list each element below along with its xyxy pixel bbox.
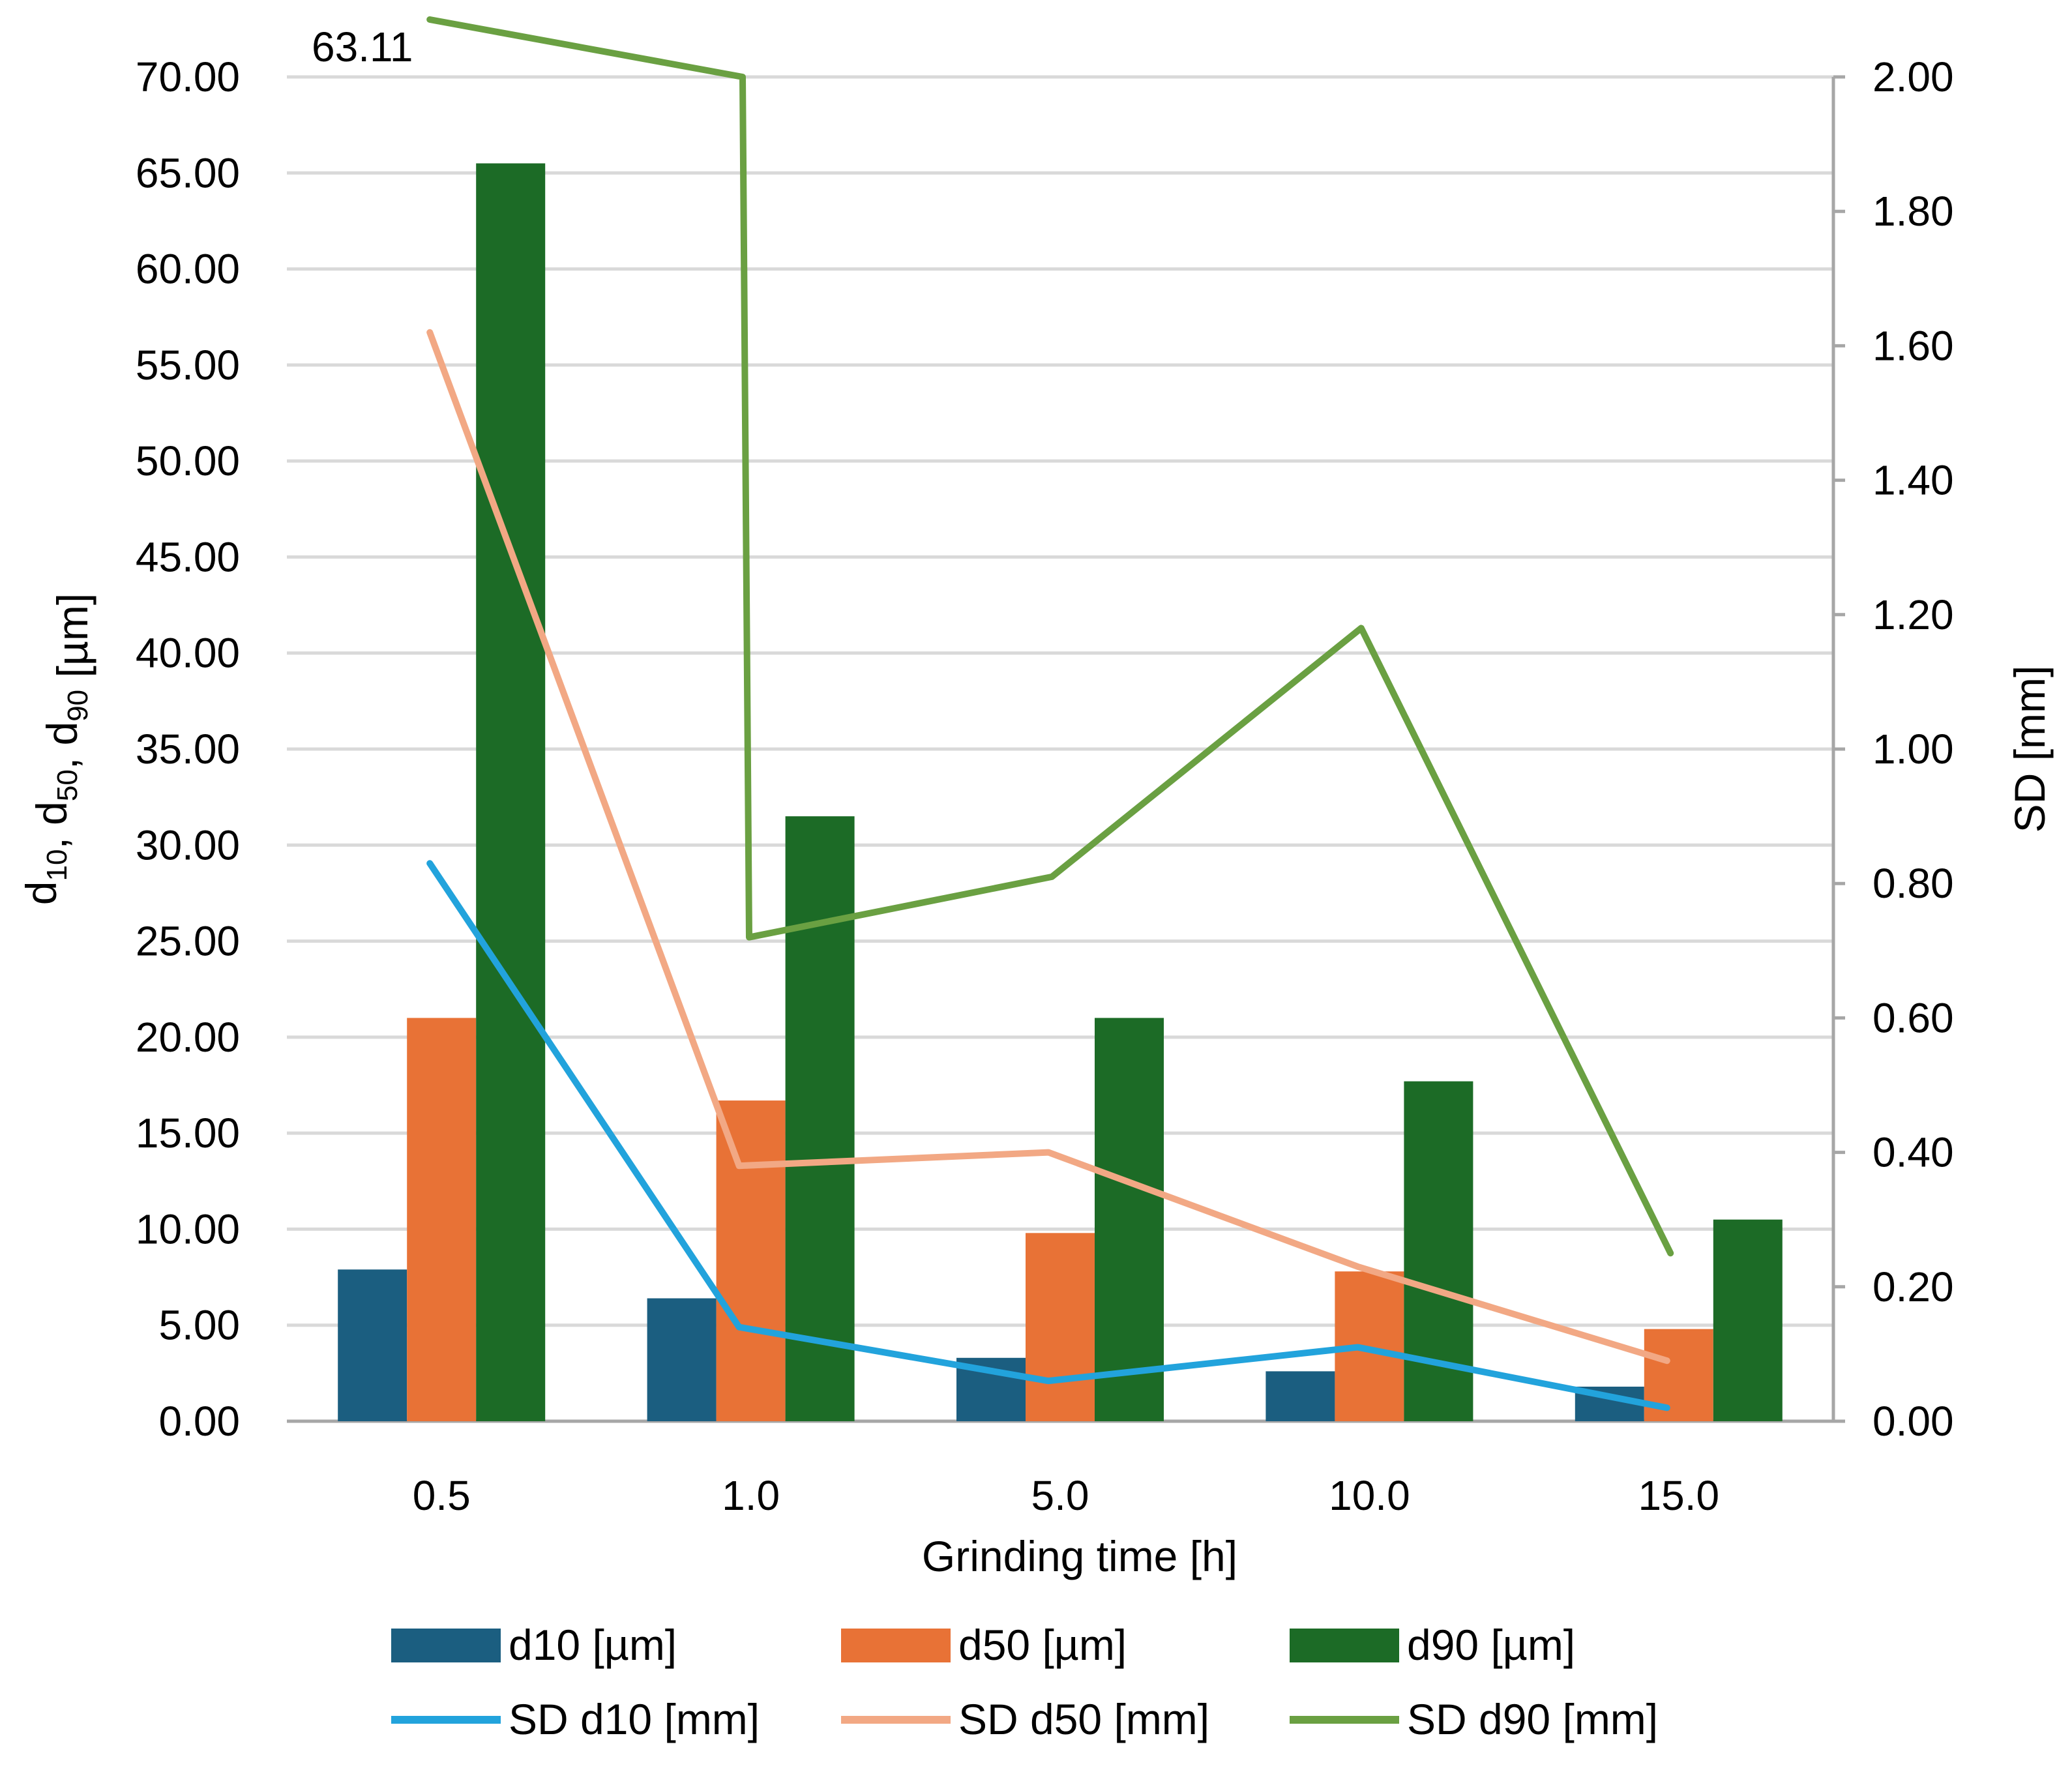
- y-left-axis-title: d10, d50, d90 [µm]: [17, 593, 96, 905]
- y-right-tick-label: 1.40: [1872, 457, 1954, 504]
- bars: [338, 163, 1783, 1422]
- y-left-tick-label: 70.00: [136, 53, 240, 100]
- legend-label: SD d50 [mm]: [958, 1695, 1209, 1743]
- bar-d10-0.5: [338, 1269, 407, 1421]
- x-tick-label: 0.5: [413, 1472, 471, 1519]
- lines: [426, 16, 1674, 1411]
- y-left-tick-label: 30.00: [136, 821, 240, 868]
- y-left-tick-label: 45.00: [136, 533, 240, 580]
- bar-d90-0.5: [476, 163, 546, 1422]
- y-left-tick-label: 20.00: [136, 1014, 240, 1061]
- bar-d50-0.5: [407, 1018, 477, 1421]
- legend: d10 [µm] d50 [µm] d90 [µm] SD d10 [mm] SD d5…: [391, 1621, 1658, 1743]
- y-left-tick-label: 35.00: [136, 726, 240, 773]
- legend-item: d10 [µm]: [391, 1621, 677, 1669]
- y-right-tick-label: 1.80: [1872, 188, 1954, 235]
- y-left-tick-label: 50.00: [136, 437, 240, 484]
- legend-label: SD d10 [mm]: [509, 1695, 760, 1743]
- bar-d10-1.0: [647, 1298, 717, 1421]
- bar-d50-1.0: [716, 1100, 786, 1421]
- legend-swatch: [841, 1629, 951, 1662]
- legend-label: SD d90 [mm]: [1407, 1695, 1658, 1743]
- legend-item: SD d10 [mm]: [391, 1695, 760, 1743]
- y-right-tick-label: 2.00: [1872, 53, 1954, 100]
- legend-swatch: [391, 1629, 501, 1662]
- y-right-tick-label: 0.60: [1872, 994, 1954, 1041]
- legend-label: d50 [µm]: [958, 1621, 1127, 1669]
- y-right-tick-label: 0.40: [1872, 1129, 1954, 1176]
- legend-swatch: [1290, 1629, 1399, 1662]
- line-sd-d90: [426, 16, 1674, 1257]
- y-right-tick-label: 1.20: [1872, 591, 1954, 638]
- line-sd-d10: [426, 860, 1670, 1411]
- y-left-tick-label: 60.00: [136, 246, 240, 293]
- y-right-tick-label: 0.20: [1872, 1263, 1954, 1310]
- y-right-tick-label: 1.00: [1872, 726, 1954, 773]
- y-left-tick-label: 55.00: [136, 342, 240, 389]
- y-left-tick-label: 65.00: [136, 149, 240, 196]
- labels: 0.00 5.00 10.00 15.00 20.00 25.00 30.00 35.00 40…: [17, 23, 2054, 1580]
- legend-item: SD d90 [mm]: [1290, 1695, 1658, 1743]
- legend-item: d50 [µm]: [841, 1621, 1127, 1669]
- x-tick-label: 10.0: [1329, 1472, 1410, 1519]
- y-left-tick-label: 0.00: [158, 1398, 240, 1445]
- x-tick-label: 5.0: [1031, 1472, 1089, 1519]
- y-left-tick-label: 10.00: [136, 1205, 240, 1252]
- y-left-tick-label: 15.00: [136, 1110, 240, 1157]
- axes: [1831, 75, 1845, 1423]
- bar-d90-15.0: [1713, 1219, 1783, 1421]
- y-right-tick-label: 0.80: [1872, 860, 1954, 907]
- y-right-axis-title: SD [mm]: [2005, 666, 2054, 833]
- annotation-label: 63.11: [312, 23, 413, 70]
- legend-item: SD d50 [mm]: [841, 1695, 1209, 1743]
- legend-label: d90 [µm]: [1407, 1621, 1575, 1669]
- x-tick-label: 15.0: [1638, 1472, 1720, 1519]
- y-left-tick-label: 5.00: [158, 1302, 240, 1349]
- bar-d10-10.0: [1265, 1371, 1335, 1421]
- y-right-tick-label: 0.00: [1872, 1398, 1954, 1445]
- legend-label: d10 [µm]: [509, 1621, 677, 1669]
- y-left-tick-label: 25.00: [136, 918, 240, 965]
- bar-d90-5.0: [1095, 1018, 1164, 1421]
- y-left-tick-label: 40.00: [136, 630, 240, 677]
- bar-d90-1.0: [785, 816, 855, 1421]
- x-axis-title: Grinding time [h]: [922, 1532, 1237, 1580]
- line-sd-d50: [426, 329, 1670, 1364]
- x-tick-label: 1.0: [722, 1472, 780, 1519]
- y-right-tick-label: 1.60: [1872, 322, 1954, 369]
- bar-d50-5.0: [1026, 1233, 1095, 1421]
- legend-item: d90 [µm]: [1290, 1621, 1575, 1669]
